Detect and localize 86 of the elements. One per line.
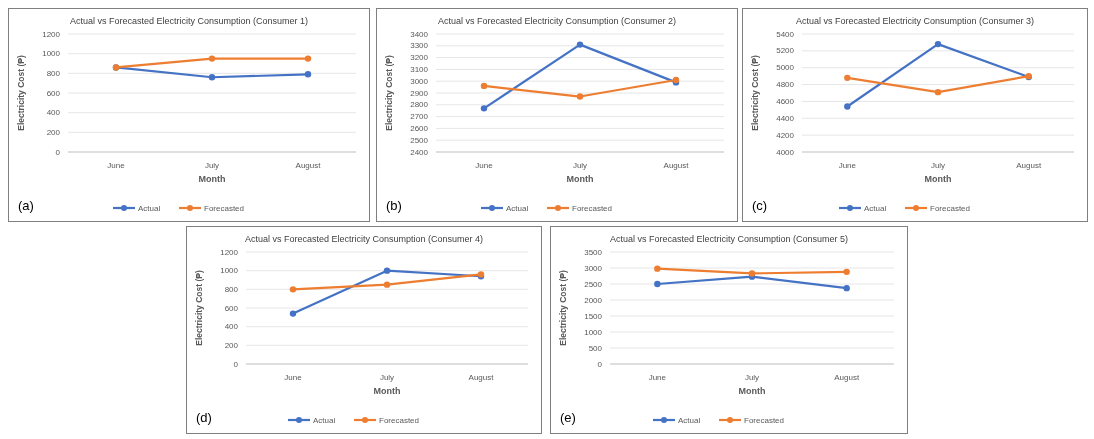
y-tick-label: 2000 xyxy=(584,295,603,305)
y-tick-label: 3400 xyxy=(410,29,429,39)
y-tick-label: 5000 xyxy=(776,63,795,73)
y-tick-label: 1000 xyxy=(584,327,603,337)
y-axis-title: Electricity Cost (₱) xyxy=(558,270,568,346)
y-tick-label: 3500 xyxy=(584,247,603,257)
x-tick-label: June xyxy=(648,373,667,382)
x-tick-label: June xyxy=(107,161,126,170)
x-tick-label: August xyxy=(834,373,860,382)
y-tick-label: 1200 xyxy=(220,247,239,257)
x-tick-label: August xyxy=(663,161,690,170)
legend-label: Forecasted xyxy=(572,203,613,213)
legend-label: Forecasted xyxy=(204,203,245,213)
x-tick-label: July xyxy=(930,161,946,170)
y-tick-label: 5200 xyxy=(776,46,795,56)
y-tick-label: 200 xyxy=(224,340,239,350)
chart-title: Actual vs Forecasted Electricity Consumption (Consumer 5) xyxy=(609,234,849,244)
x-tick-label: June xyxy=(284,373,303,382)
y-tick-label: 200 xyxy=(46,127,61,137)
y-tick-label: 0 xyxy=(233,359,239,369)
legend-label: Forecasted xyxy=(744,415,785,425)
x-tick-label: July xyxy=(204,161,220,170)
chart-title: Actual vs Forecasted Electricity Consumption (Consumer 1) xyxy=(69,16,309,26)
y-tick-label: 0 xyxy=(597,359,603,369)
legend-label: Actual xyxy=(678,415,701,425)
y-tick-label: 4200 xyxy=(776,130,795,140)
y-tick-label: 4600 xyxy=(776,96,795,106)
y-tick-label: 3000 xyxy=(584,263,603,273)
chart-title: Actual vs Forecasted Electricity Consumption (Consumer 2) xyxy=(437,16,677,26)
legend-label: Actual xyxy=(864,203,887,213)
y-tick-label: 2500 xyxy=(584,279,603,289)
y-tick-label: 4400 xyxy=(776,113,795,123)
y-tick-label: 2600 xyxy=(410,123,429,133)
y-tick-label: 2400 xyxy=(410,147,429,157)
chart-title: Actual vs Forecasted Electricity Consumption (Consumer 3) xyxy=(795,16,1035,26)
y-axis-title: Electricity Cost (₱) xyxy=(16,55,26,131)
y-tick-label: 4000 xyxy=(776,147,795,157)
y-tick-label: 500 xyxy=(588,343,603,353)
y-tick-label: 2800 xyxy=(410,100,429,110)
x-tick-label: June xyxy=(838,161,857,170)
x-tick-label: August xyxy=(468,373,495,382)
x-axis-title: Month xyxy=(566,174,594,184)
y-tick-label: 2500 xyxy=(410,135,429,145)
chart-title: Actual vs Forecasted Electricity Consumption (Consumer 4) xyxy=(244,234,484,244)
text: (b) xyxy=(386,198,402,213)
y-tick-label: 3000 xyxy=(410,76,429,86)
y-tick-label: 3300 xyxy=(410,41,429,51)
x-tick-label: August xyxy=(295,161,322,170)
y-axis-title: Electricity Cost (₱) xyxy=(750,55,760,131)
text: (d) xyxy=(196,410,212,425)
legend-label: Actual xyxy=(313,415,336,425)
text: (e) xyxy=(560,410,576,425)
x-axis-title: Month xyxy=(924,174,952,184)
y-tick-label: 800 xyxy=(224,284,239,294)
legend-label: Forecasted xyxy=(930,203,971,213)
y-tick-label: 1000 xyxy=(42,49,61,59)
y-tick-label: 3100 xyxy=(410,64,429,74)
y-tick-label: 2900 xyxy=(410,88,429,98)
y-tick-label: 800 xyxy=(46,68,61,78)
legend-label: Actual xyxy=(506,203,529,213)
legend-label: Actual xyxy=(138,203,161,213)
x-axis-title: Month xyxy=(738,386,766,396)
y-tick-label: 1500 xyxy=(584,311,603,321)
x-tick-label: July xyxy=(379,373,395,382)
x-tick-label: July xyxy=(572,161,588,170)
y-tick-label: 400 xyxy=(46,108,61,118)
text: (a) xyxy=(18,198,34,213)
y-tick-label: 2700 xyxy=(410,112,429,122)
y-tick-label: 4800 xyxy=(776,80,795,90)
y-axis-title: Electricity Cost (₱) xyxy=(194,270,204,346)
text: (c) xyxy=(752,198,768,213)
y-tick-label: 3200 xyxy=(410,53,429,63)
y-tick-label: 600 xyxy=(224,303,239,313)
x-tick-label: June xyxy=(475,161,494,170)
y-tick-label: 1200 xyxy=(42,29,61,39)
x-tick-label: August xyxy=(1016,161,1042,170)
legend-label: Forecasted xyxy=(379,415,420,425)
y-tick-label: 600 xyxy=(46,88,61,98)
y-tick-label: 0 xyxy=(55,147,61,157)
y-tick-label: 400 xyxy=(224,322,239,332)
y-tick-label: 5400 xyxy=(776,29,795,39)
y-axis-title: Electricity Cost (₱) xyxy=(384,55,394,131)
x-axis-title: Month xyxy=(373,386,401,396)
x-tick-label: July xyxy=(744,373,760,382)
y-tick-label: 1000 xyxy=(220,266,239,276)
x-axis-title: Month xyxy=(198,174,226,184)
